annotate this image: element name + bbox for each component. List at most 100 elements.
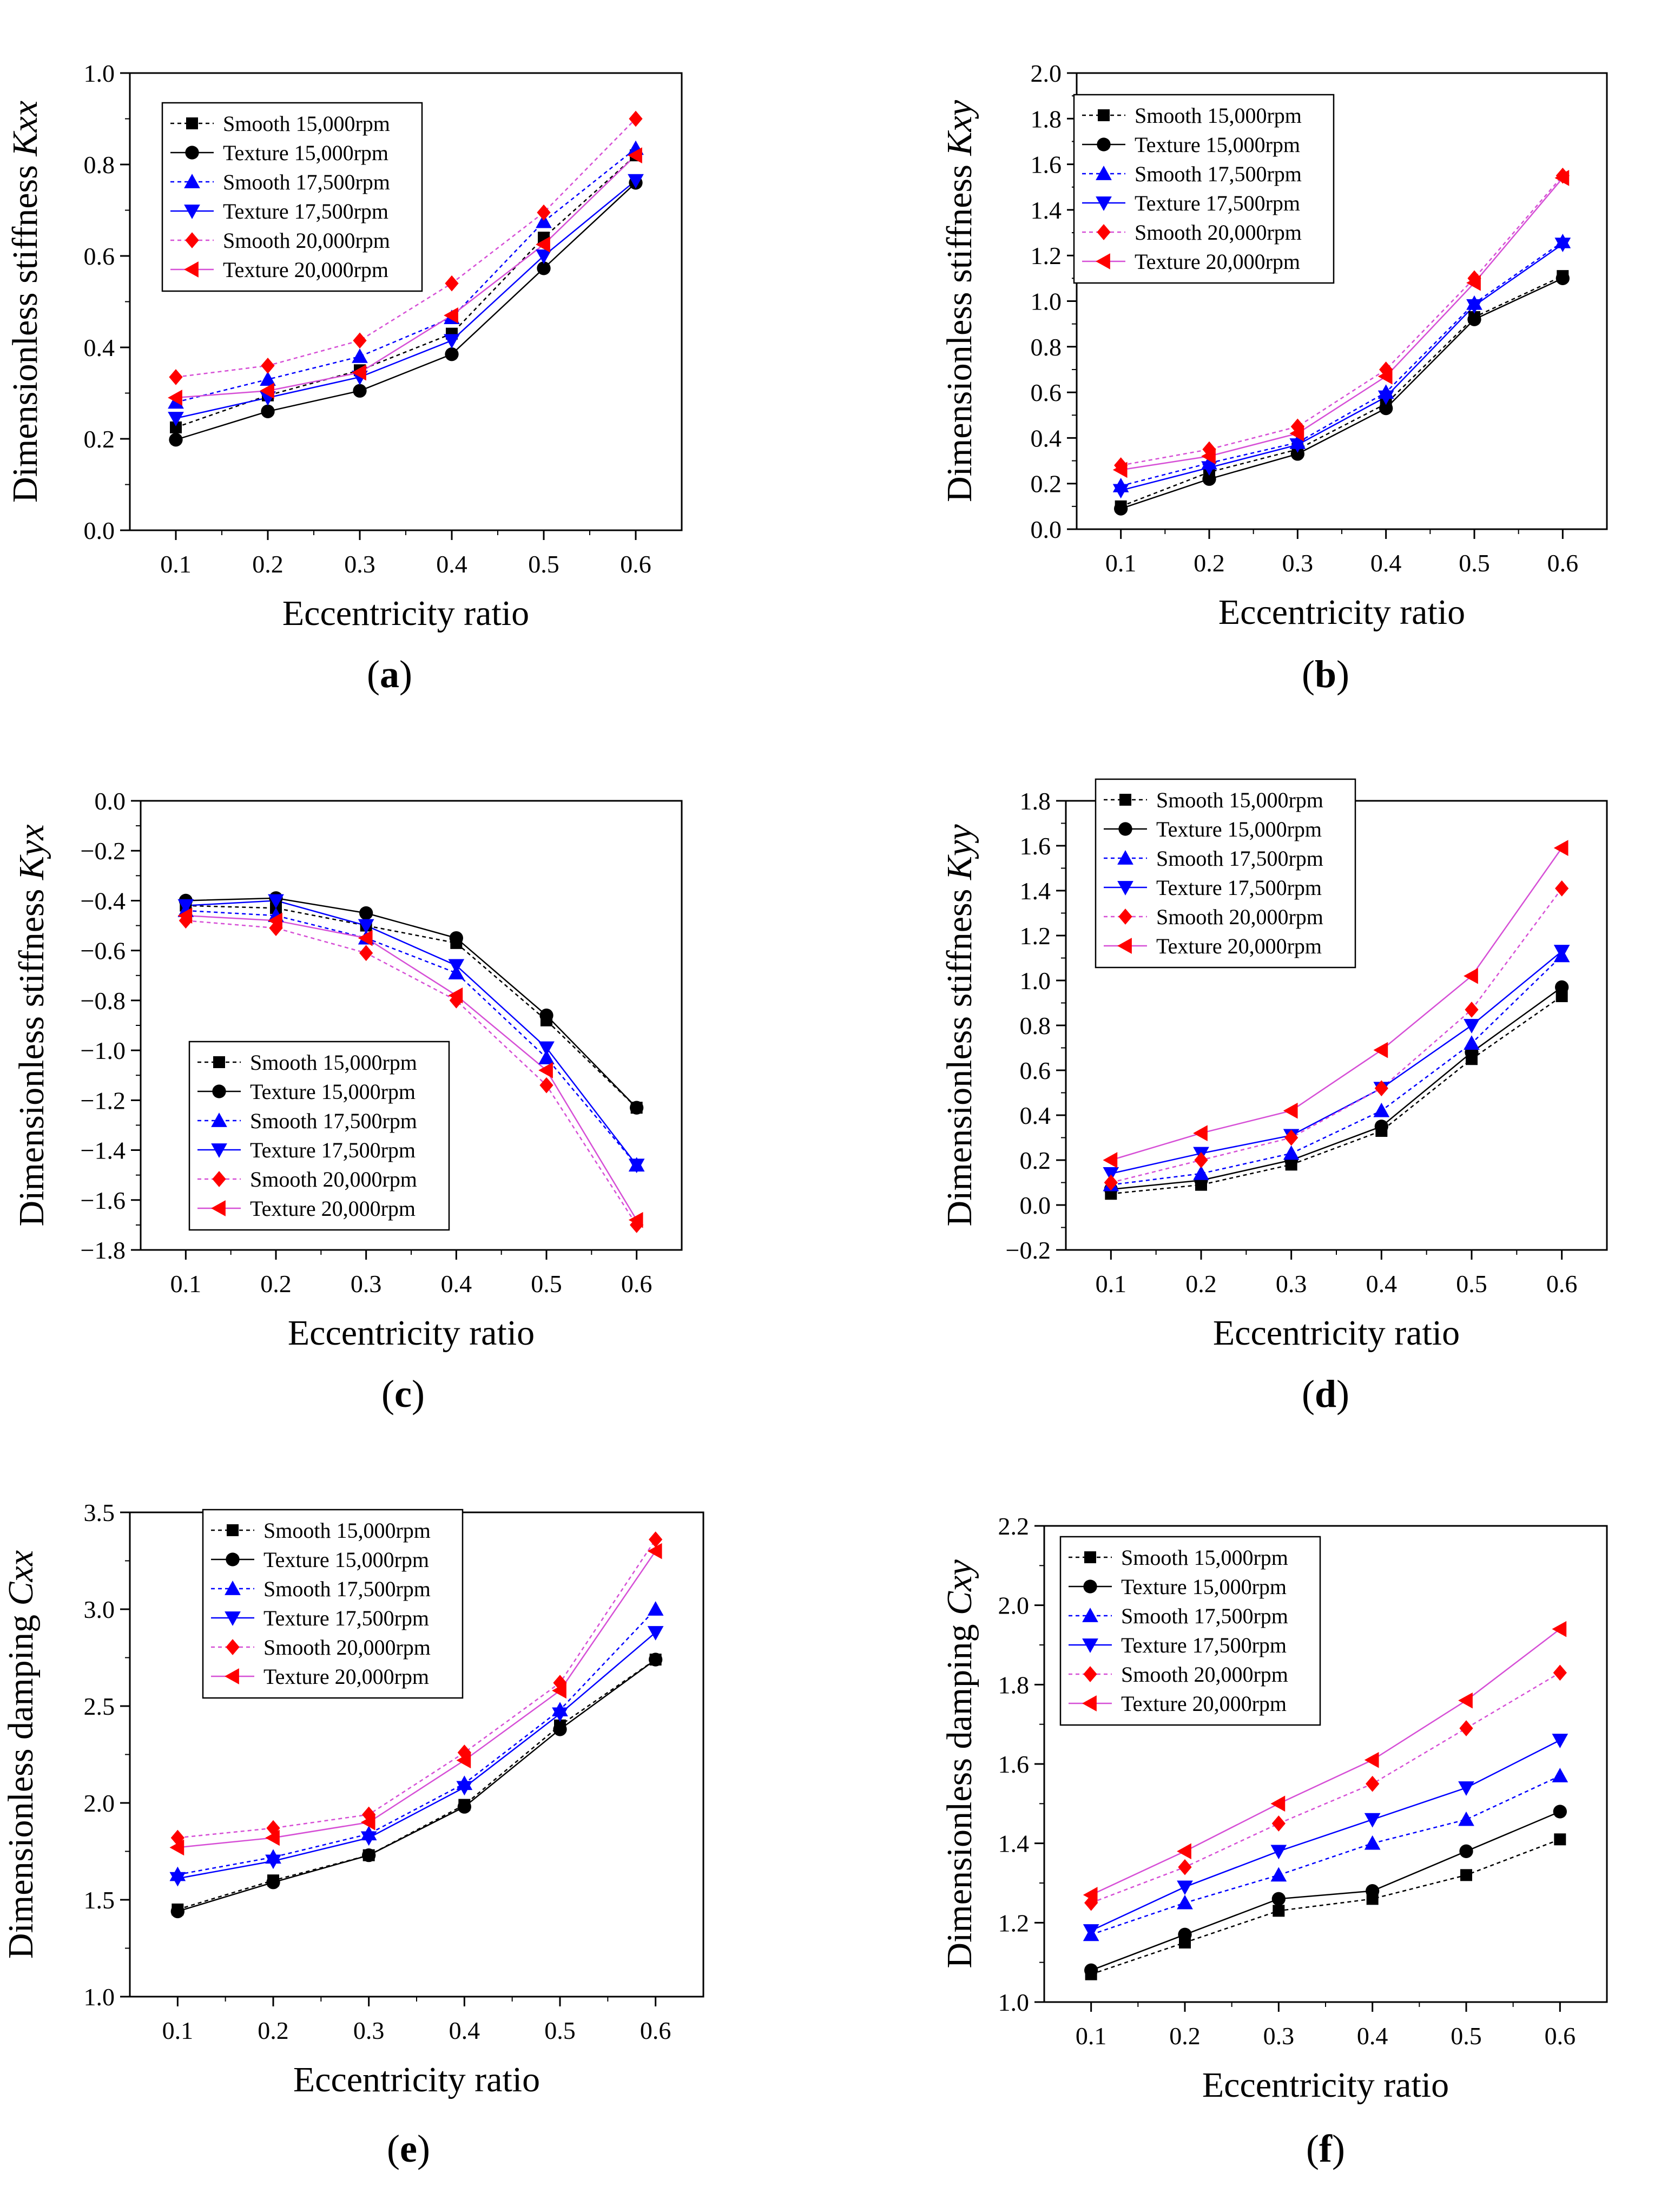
panel-label-letter: b [1315,653,1336,696]
data-point [628,1212,643,1228]
series-line-4 [1120,175,1564,466]
legend-box [1095,778,1356,969]
data-point [168,390,182,406]
legend-label: Smooth 17,500rpm [263,1577,431,1601]
data-point [1083,1887,1098,1903]
y-axis-label-text: Dimensionless stiffness [12,880,51,1226]
y-tick-label: 0.8 [84,151,115,179]
series-line-3 [1111,951,1563,1175]
x-tick-label: 0.2 [260,1270,292,1298]
data-point [649,1653,663,1667]
panel-label-paren: ( [387,2127,400,2170]
data-point [1114,502,1128,516]
y-tick-label: 0.0 [1020,1191,1051,1219]
y-tick-label: 0.8 [1020,1012,1051,1039]
series-line-4 [1091,1672,1560,1904]
panel-label: (c) [381,1372,425,1416]
data-point [538,1062,553,1078]
panel-label: (f) [1306,2127,1345,2170]
y-tick-label: 1.0 [84,60,115,87]
data-point [647,1601,664,1616]
data-point [444,334,460,349]
legend-marker [185,146,199,160]
data-point [359,906,373,920]
chart-panel-e: 0.1 0.2 0.3 0.4 0.5 0.6 1.0 1.5 2.0 2.5 3.0 3.5 Ecce… [1,1499,704,2170]
y-tick-label: 0.8 [1031,333,1062,361]
data-point [358,930,373,946]
data-point [629,110,643,127]
y-tick-label: 1.8 [998,1671,1030,1699]
x-tick-label: 0.6 [1546,1270,1578,1298]
data-point [1377,390,1394,405]
legend-marker [226,1552,240,1566]
panel-label: (e) [387,2127,430,2170]
y-tick-label: 3.0 [84,1596,115,1623]
legend-label: Texture 20,000rpm [1156,934,1322,958]
data-point [169,433,183,447]
data-point [552,1682,566,1699]
series-line-1 [1111,986,1563,1190]
x-tick-label: 0.4 [1357,2022,1388,2050]
data-point [449,992,463,1009]
legend-label: Texture 17,500rpm [1156,875,1322,900]
legend-label: Texture 17,500rpm [263,1606,429,1630]
data-point [358,919,374,934]
legend-label: Texture 15,000rpm [1121,1575,1287,1599]
data-point [1103,1167,1119,1182]
legend-marker [211,1143,227,1158]
data-point [1112,462,1128,478]
x-tick-label: 0.4 [1366,1270,1398,1298]
series-line-4 [186,920,637,1226]
data-point [1552,1768,1568,1782]
series-line-5 [175,155,636,399]
x-tick-label: 0.4 [1370,549,1402,577]
x-tick-label: 0.5 [1451,2022,1482,2050]
legend-marker [225,1611,241,1626]
data-point [536,213,552,228]
data-point [1178,1927,1192,1941]
x-tick-label: 0.1 [1096,1270,1127,1298]
series-line-5 [177,1550,656,1848]
x-tick-label: 0.3 [1276,1270,1307,1298]
x-tick-label: 0.2 [1194,549,1225,577]
x-tick-label: 0.6 [1547,549,1579,577]
data-point [1553,1805,1567,1819]
y-tick-label: 1.6 [1031,151,1062,179]
data-point [265,1854,281,1869]
data-point [169,1839,184,1856]
x-axis-label: Eccentricity ratio [282,594,529,633]
data-point [1553,1664,1567,1681]
data-point [539,1008,553,1023]
data-point [1466,299,1482,314]
x-tick-label: 0.3 [353,2017,385,2044]
panel-label-paren: ) [412,1372,425,1416]
data-point [536,249,552,264]
x-axis-label: Eccentricity ratio [1218,593,1465,632]
legend-label: Smooth 15,000rpm [1121,1545,1288,1570]
data-point [456,1752,471,1769]
y-tick-label: 3.5 [84,1499,115,1526]
x-tick-label: 0.2 [1169,2022,1201,2050]
data-point [260,371,276,386]
data-point [552,1707,568,1722]
panel-label: (b) [1302,653,1349,696]
y-tick-label: 0.4 [84,334,115,361]
y-tick-label: 0.0 [95,787,126,815]
y-axis-label-symbol: Cxy [940,1559,979,1615]
data-point [456,1781,473,1796]
data-point [169,1872,186,1887]
series-line-3 [1091,1739,1560,1932]
legend-label: Texture 20,000rpm [223,258,388,282]
legend-label: Smooth 15,000rpm [1135,103,1302,128]
legend-marker [185,232,199,248]
data-point [1112,484,1129,499]
chart-panel-f: 0.1 0.2 0.3 0.4 0.5 0.6 1.0 1.2 1.4 1.6 1.8 2.0 2.2 E… [940,1512,1608,2170]
panel-label-letter: a [380,653,399,696]
legend-label: Smooth 17,500rpm [223,170,390,194]
legend-marker [212,1171,226,1187]
y-tick-label: −0.6 [81,937,126,965]
x-axis-label: Eccentricity ratio [288,1313,535,1353]
y-tick-label: 0.6 [84,242,115,270]
chart-panel-b: 0.1 0.2 0.3 0.4 0.5 0.6 0.0 0.2 0.4 0.6 0.8 1.0 1.2 1… [940,60,1608,696]
y-tick-label: 0.4 [1020,1102,1051,1129]
